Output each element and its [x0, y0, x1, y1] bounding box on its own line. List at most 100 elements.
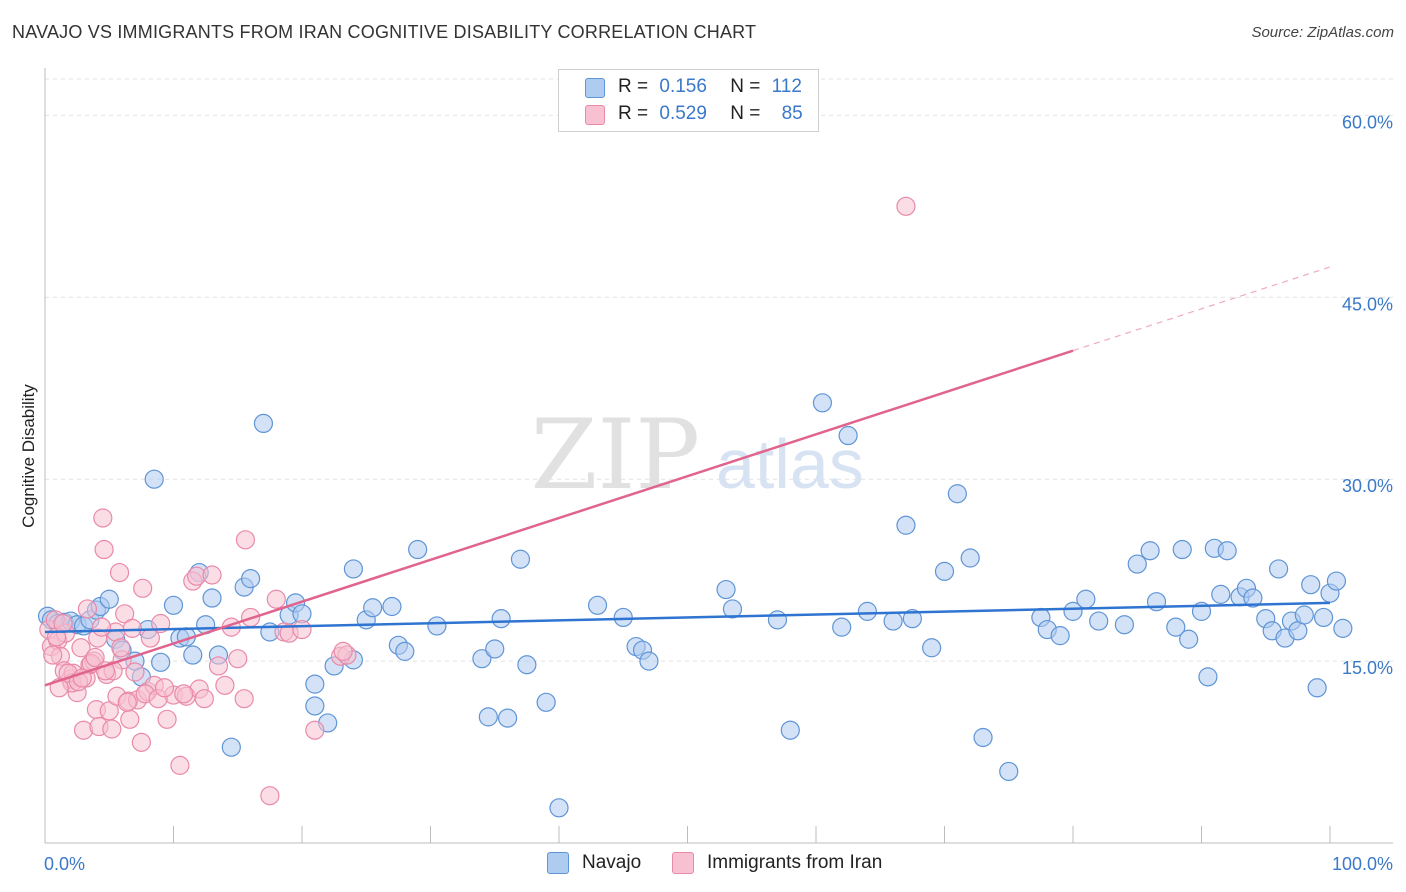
iran-point: [260, 786, 280, 806]
legend-r-value: 0.529: [659, 103, 707, 124]
navajo-point: [1127, 554, 1147, 574]
iran-point: [333, 641, 353, 661]
navajo-point: [883, 611, 903, 631]
navajo-point: [491, 609, 511, 629]
iran-point: [292, 619, 312, 640]
iran-point: [120, 709, 140, 729]
navajo-point: [934, 561, 955, 581]
navajo-point: [1211, 584, 1231, 604]
y-tick-label: 15.0%: [1342, 658, 1393, 678]
x-tick-label-min: 0.0%: [44, 854, 85, 874]
navajo-point: [1294, 605, 1314, 625]
navajo-point: [722, 599, 743, 619]
navajo-point: [395, 641, 415, 661]
navajo-point: [485, 639, 505, 659]
navajo-point: [1326, 571, 1347, 591]
iran-point: [170, 755, 190, 775]
navajo-point: [1114, 615, 1135, 635]
navajo-point: [549, 798, 569, 818]
legend-n-value: 85: [781, 103, 803, 124]
iran-point: [122, 618, 142, 638]
navajo-point: [163, 595, 184, 615]
navajo-point: [305, 696, 325, 716]
y-tick-label: 30.0%: [1342, 476, 1393, 496]
navajo-point: [780, 720, 800, 740]
iran-point: [93, 508, 113, 528]
navajo-point: [202, 588, 222, 608]
navajo-point: [587, 595, 608, 615]
iran-point: [109, 562, 130, 583]
iran-point: [71, 638, 91, 658]
navajo-point: [838, 425, 858, 446]
iran-point: [157, 709, 177, 729]
navajo-point: [382, 596, 402, 617]
navajo-point: [1313, 607, 1334, 628]
iran-point: [94, 539, 114, 560]
navajo-point: [253, 413, 274, 434]
navajo-point: [1333, 618, 1353, 638]
iran-swatch: [585, 105, 605, 125]
iran-point: [202, 565, 222, 585]
navajo-point: [767, 610, 788, 630]
legend-r-label: R =: [618, 103, 649, 124]
series-legend: Navajo Immigrants from Iran: [0, 852, 1406, 878]
iran-point: [234, 689, 254, 709]
navajo-point: [99, 589, 119, 609]
iran-point: [235, 530, 256, 550]
navajo-point: [1089, 611, 1109, 631]
navajo-point: [1063, 601, 1083, 621]
navajo-swatch: [585, 78, 605, 98]
iran-point: [305, 720, 325, 740]
navajo-point: [183, 645, 203, 665]
legend-r-label: R =: [618, 76, 649, 97]
navajo-point: [241, 569, 261, 589]
watermark: ZIP atlas: [531, 399, 864, 511]
navajo-point: [305, 674, 325, 694]
iran-legend-swatch: [672, 852, 694, 874]
iran-legend-label: Immigrants from Iran: [707, 852, 883, 873]
navajo-point: [427, 616, 447, 636]
navajo-point: [1243, 588, 1263, 608]
iran-point: [194, 689, 214, 709]
y-tick-labels: 15.0% 30.0% 45.0% 60.0%: [1342, 112, 1393, 678]
iran-trend-extension: [1072, 266, 1331, 352]
navajo-point: [536, 692, 556, 712]
legend-r-value: 0.156: [659, 76, 707, 97]
iran-point: [228, 649, 248, 669]
iran-point: [131, 732, 151, 752]
watermark-zip: ZIP: [531, 399, 700, 511]
iran-point: [266, 589, 286, 609]
navajo-point: [613, 607, 633, 628]
navajo-point: [408, 539, 428, 560]
navajo-point: [716, 579, 736, 600]
navajo-point: [221, 737, 241, 757]
navajo-point: [857, 601, 878, 621]
iran-point: [111, 638, 131, 658]
source-label: Source: ZipAtlas.com: [1251, 24, 1394, 41]
navajo-point: [902, 609, 922, 629]
legend-item-iran[interactable]: Immigrants from Iran: [672, 852, 882, 874]
iran-point: [53, 613, 73, 634]
navajo-point: [151, 652, 171, 672]
navajo-point: [1172, 539, 1192, 560]
legend-n-value: 112: [771, 76, 802, 97]
navajo-point: [1268, 559, 1289, 579]
legend-item-navajo[interactable]: Navajo: [547, 852, 641, 874]
navajo-point: [1217, 541, 1237, 561]
navajo-point: [947, 484, 967, 504]
axes: [44, 68, 1393, 844]
navajo-trend-line: [44, 601, 1331, 634]
navajo-point: [1140, 541, 1160, 561]
iran-point: [154, 678, 175, 698]
iran-trend-line: [44, 349, 1074, 687]
navajo-point: [896, 515, 916, 535]
navajo-point: [639, 651, 659, 671]
navajo-point: [1307, 678, 1327, 698]
navajo-point: [999, 761, 1019, 782]
y-axis-label: Cognitive Disability: [19, 384, 38, 528]
iran-point: [77, 599, 98, 619]
navajo-point: [517, 655, 537, 675]
navajo-point: [1179, 629, 1199, 649]
iran-point: [91, 617, 112, 637]
